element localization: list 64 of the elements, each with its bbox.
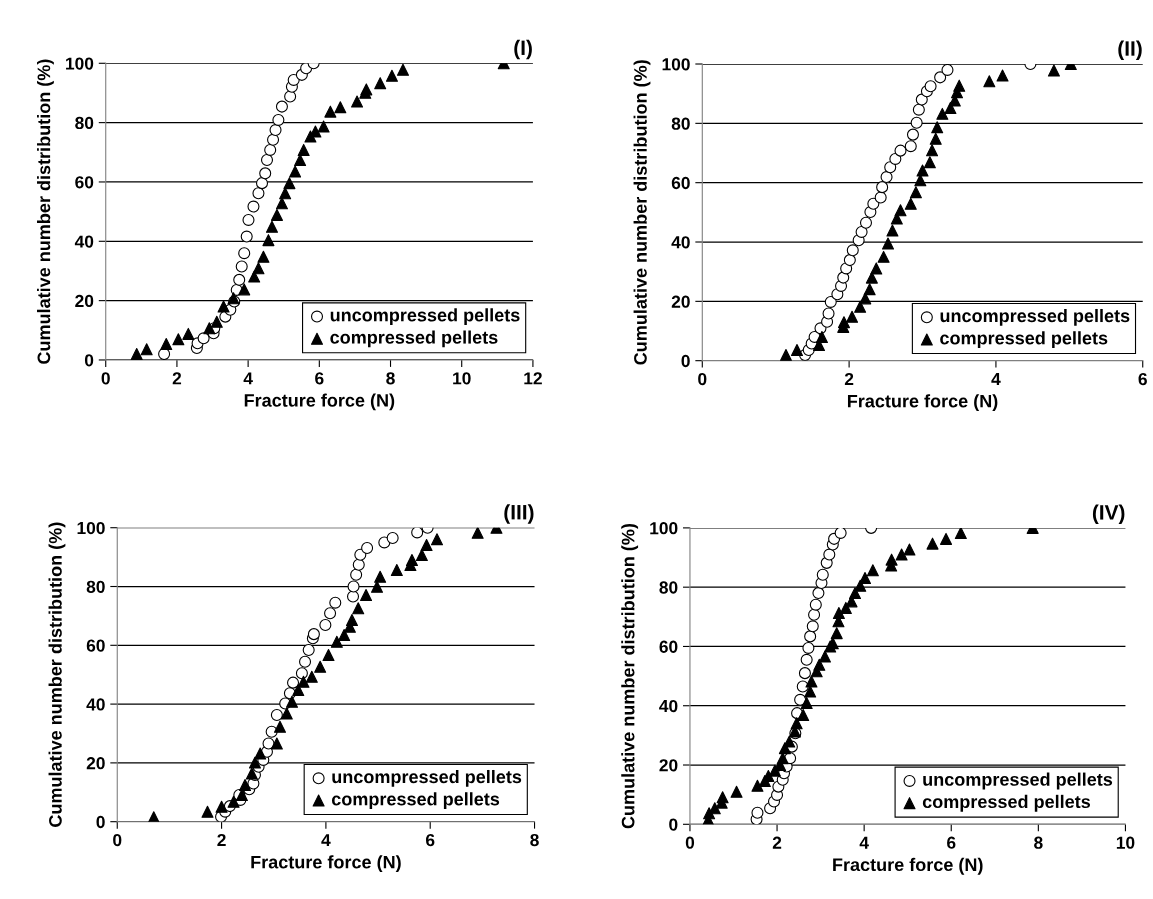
x-tick-label: 6	[1138, 372, 1147, 386]
y-tick-label: 60	[75, 176, 94, 189]
x-tick-label: 2	[772, 836, 782, 849]
y-tick-label: 20	[671, 295, 690, 308]
chart-title: (IV)	[1092, 504, 1125, 524]
y-tick-label: 0	[669, 818, 678, 831]
y-tick-label: 60	[659, 640, 678, 653]
x-tick-label: 2	[217, 833, 226, 847]
y-tick-label: 80	[86, 580, 105, 593]
x-tick-label: 0	[113, 833, 122, 847]
x-tick-label: 0	[698, 372, 707, 386]
y-tick-label: 20	[86, 757, 105, 770]
y-tick-label: 100	[650, 522, 678, 535]
legend-label: uncompressed pellets	[923, 772, 1113, 790]
x-tick-label: 8	[386, 372, 395, 385]
x-tick-label: 8	[530, 833, 539, 847]
x-tick-label: 2	[844, 372, 854, 386]
y-tick-label: 100	[77, 521, 105, 535]
x-tick-label: 10	[453, 372, 471, 385]
x-tick-label: 10	[1116, 836, 1135, 849]
legend-label: compressed pellets	[922, 794, 1091, 812]
y-tick-label: 60	[671, 176, 690, 190]
x-tick-label: 4	[991, 373, 1001, 386]
y-tick-label: 0	[681, 354, 690, 368]
x-tick-label: 6	[315, 372, 324, 385]
y-tick-label: 80	[75, 116, 94, 130]
x-tick-label: 4	[859, 836, 869, 849]
y-tick-label: 40	[74, 235, 94, 248]
chart-title: (I)	[514, 39, 532, 60]
x-tick-label: 4	[243, 372, 253, 385]
legend-label: compressed pellets	[331, 792, 500, 810]
x-tick-label: 6	[426, 833, 435, 847]
y-tick-label: 100	[66, 57, 94, 70]
y-tick-label: 20	[659, 759, 678, 772]
y-tick-label: 40	[86, 698, 105, 711]
y-tick-label: 20	[75, 294, 94, 308]
y-axis-title: Cumulative number distribution (%)	[633, 60, 651, 365]
x-axis-title: Fracture force (N)	[244, 393, 395, 411]
chart-title: (III)	[504, 504, 534, 524]
y-tick-label: 40	[659, 699, 678, 713]
x-tick-label: 12	[524, 372, 542, 385]
y-tick-label: 80	[671, 117, 690, 130]
y-axis-title: Cumulative number distribution (%)	[621, 524, 639, 829]
x-axis-title: Fracture force (N)	[251, 855, 401, 873]
legend-label: uncompressed pellets	[332, 769, 522, 787]
y-tick-label: 100	[662, 58, 690, 71]
y-tick-label: 0	[96, 815, 105, 829]
x-tick-label: 2	[172, 372, 182, 385]
legend-label: uncompressed pellets	[330, 308, 520, 326]
legend-label: uncompressed pellets	[940, 308, 1130, 326]
y-axis-title: Cumulative number distribution (%)	[37, 59, 54, 364]
legend-label: compressed pellets	[940, 331, 1108, 349]
x-tick-label: 4	[321, 834, 331, 847]
chart-title: (II)	[1118, 40, 1142, 60]
y-tick-label: 0	[84, 354, 94, 367]
y-tick-label: 40	[671, 236, 690, 249]
x-axis-title: Fracture force (N)	[833, 857, 983, 875]
legend-label: compressed pellets	[330, 330, 498, 348]
x-tick-label: 8	[1034, 836, 1043, 849]
y-tick-label: 80	[659, 581, 678, 594]
x-tick-label: 6	[947, 836, 956, 849]
x-axis-title: Fracture force (N)	[847, 394, 998, 412]
y-axis-title: Cumulative number distribution (%)	[48, 522, 66, 827]
y-tick-label: 60	[86, 639, 105, 652]
